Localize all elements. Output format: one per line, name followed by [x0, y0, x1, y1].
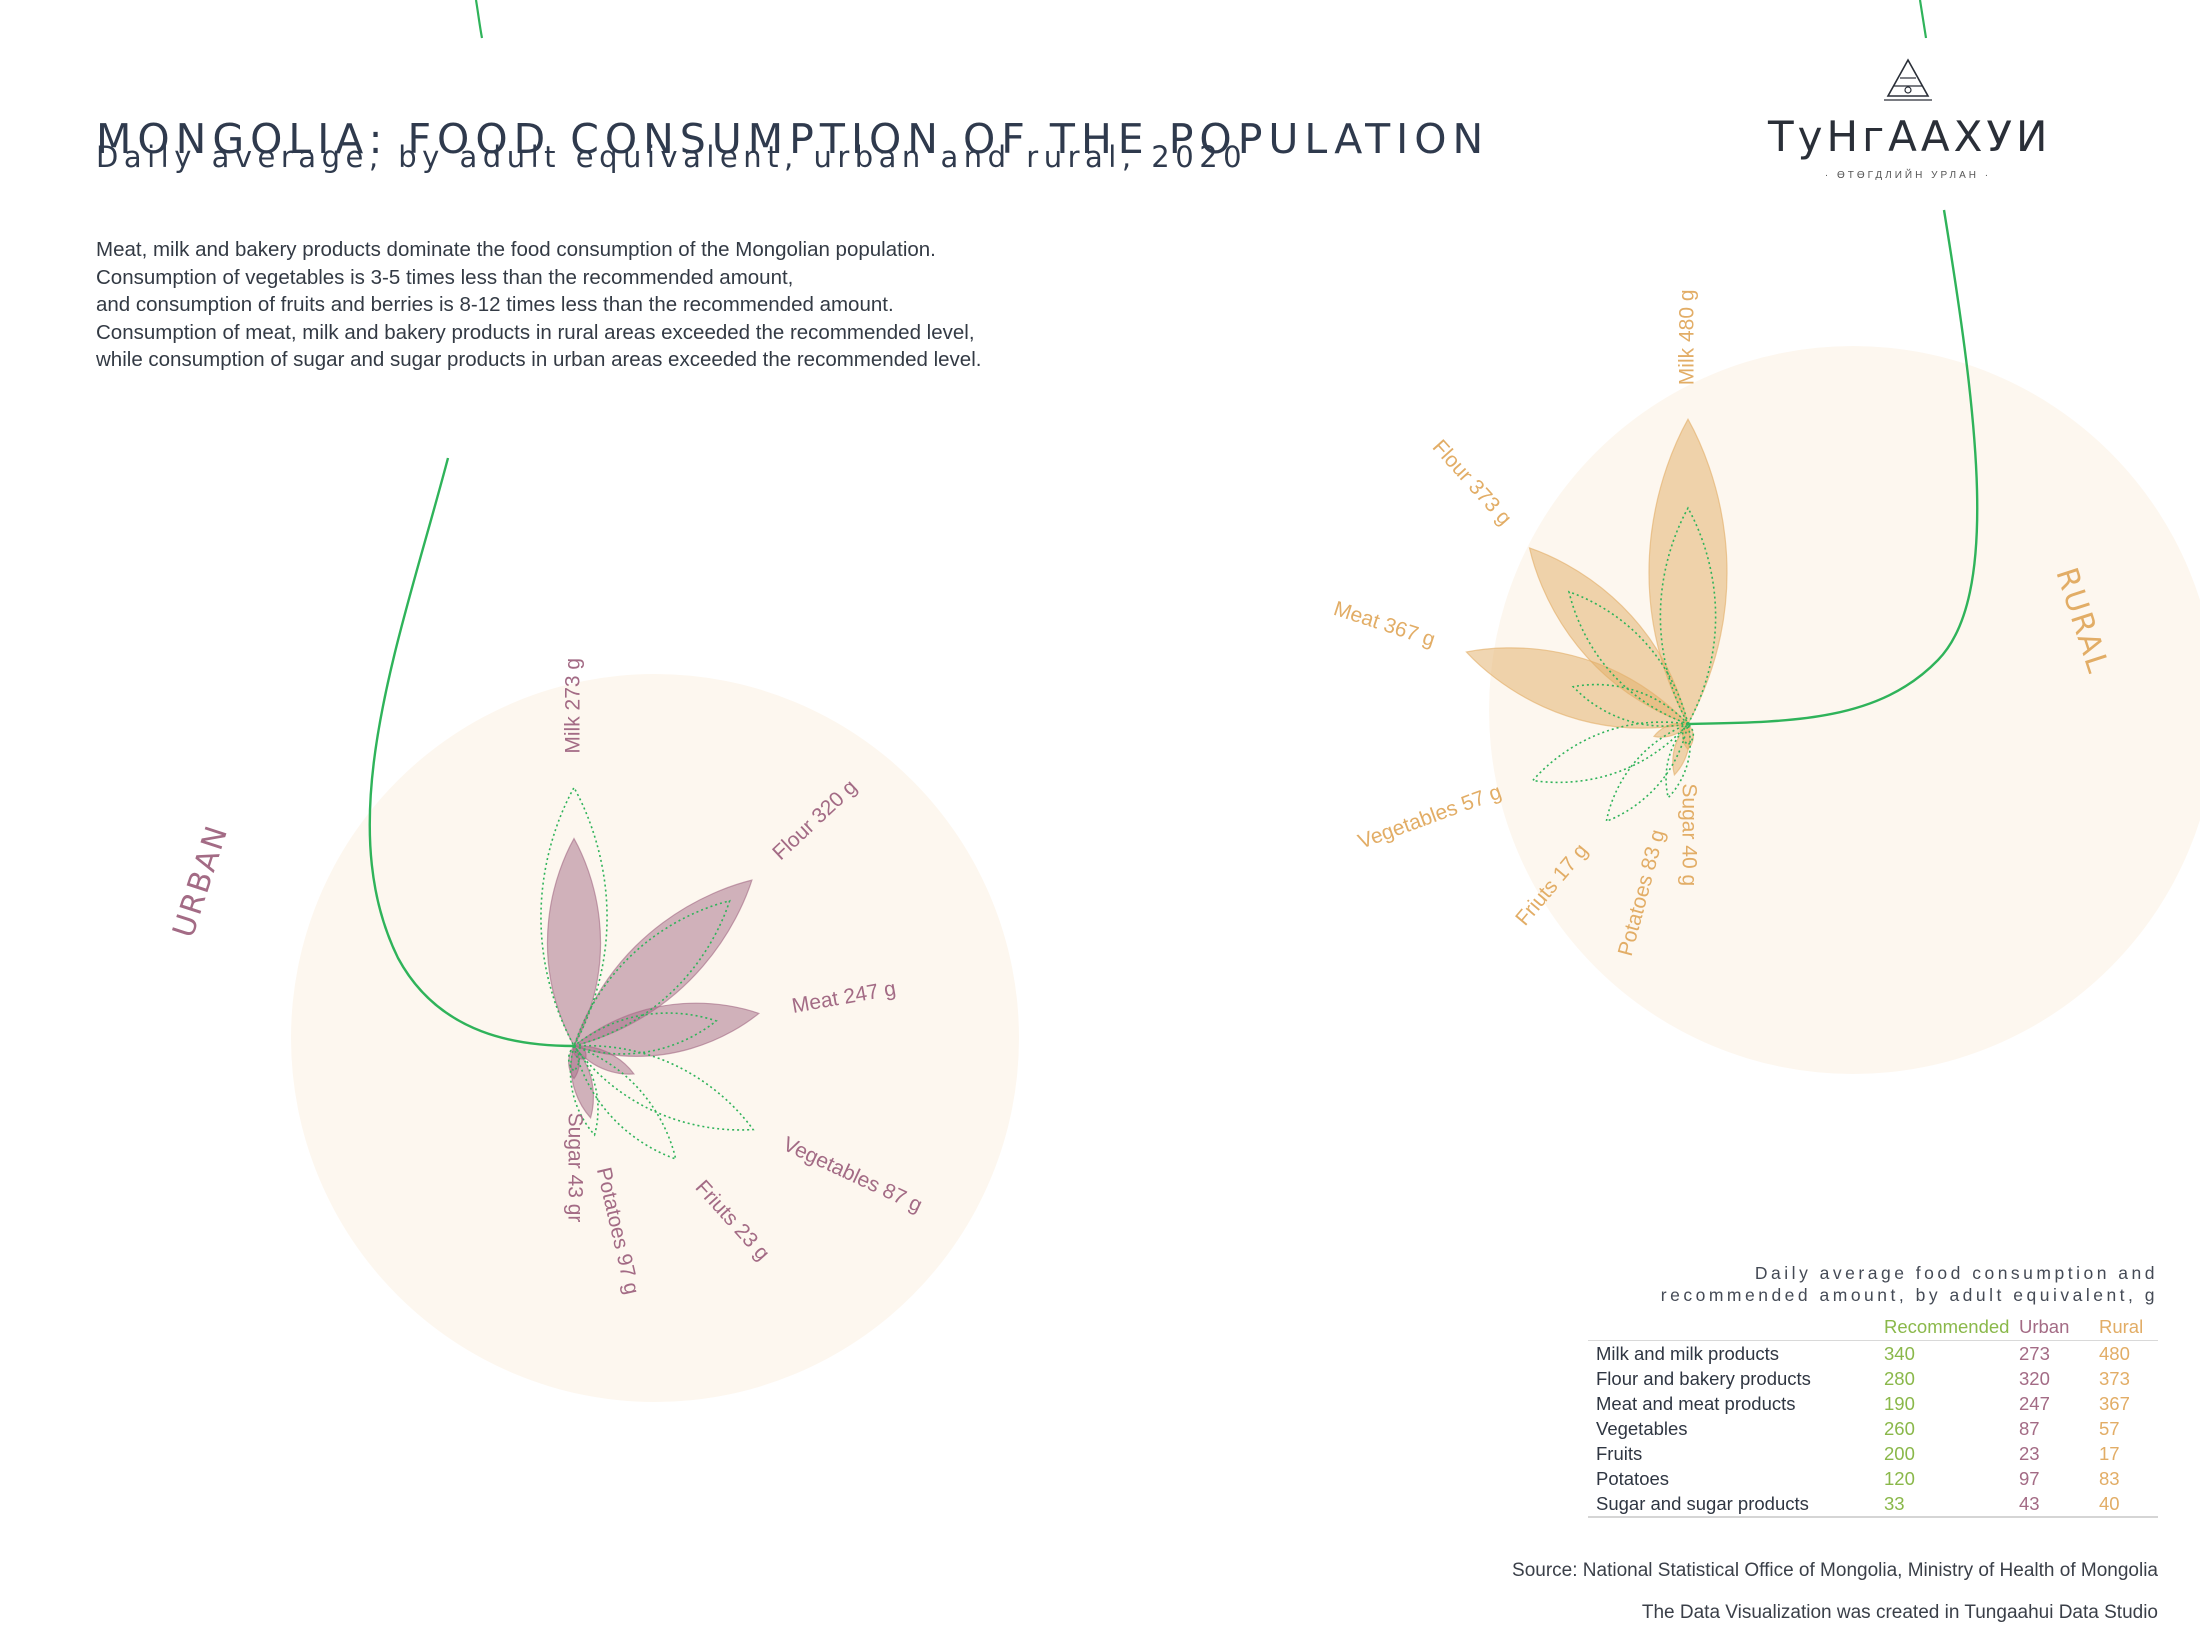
petals: [546, 837, 761, 1120]
table-row: Meat and meat products 190 247 367: [1588, 1391, 2158, 1416]
table-cell-recommended: 120: [1884, 1468, 1915, 1489]
petal-milk: [1648, 417, 1728, 726]
description-line: while consumption of sugar and sugar pro…: [96, 348, 982, 371]
stem-top-left: [474, 0, 484, 39]
recommended-outlines: [1531, 506, 1717, 823]
table-cell-urban: 23: [2019, 1443, 2040, 1464]
petal-sugar: [568, 1044, 580, 1080]
table-title-line: recommended amount, by adult equivalent,…: [1660, 1285, 2158, 1305]
recommended-petal-flour: [1567, 590, 1690, 726]
recommended-petal-vegetables: [1531, 721, 1690, 784]
table-header-row: Recommended Urban Rural: [1588, 1316, 2158, 1341]
table-header-urban: Urban: [2019, 1316, 2070, 1337]
description: Meat, milk and bakery products dominate …: [96, 236, 981, 374]
table-cell-urban: 43: [2019, 1493, 2040, 1514]
logo: ТуНгААХУИ · ӨТӨГДЛИЙН УРЛАН ·: [1768, 56, 2048, 186]
table-cell-recommended: 260: [1884, 1418, 1915, 1439]
table-header-recommended: Recommended: [1884, 1316, 2010, 1337]
petal-label-milk: Milk 273 g: [562, 658, 585, 754]
rural-chart: Milk 480 g Flour 373 g Meat 367 g Vegetable…: [1331, 289, 2200, 1074]
table-cell-urban: 273: [2019, 1343, 2050, 1364]
table-cell-rural: 40: [2099, 1493, 2120, 1514]
table-cell-recommended: 340: [1884, 1343, 1915, 1364]
table-row: Milk and milk products 340 273 480: [1588, 1341, 2158, 1367]
recommended-petal-sugar: [567, 1044, 581, 1073]
table-cell-rural: 373: [2099, 1368, 2130, 1389]
recommended-petal-potatoes: [569, 1044, 599, 1137]
table-cell-recommended: 280: [1884, 1368, 1915, 1389]
logo-tagline: · ӨТӨГДЛИЙН УРЛАН ·: [1824, 170, 1992, 181]
table-cell-urban: 247: [2019, 1393, 2050, 1414]
table-cell-label: Vegetables: [1596, 1418, 1688, 1439]
table-row: Sugar and sugar products 33 43 40: [1588, 1491, 2158, 1517]
table-cell-urban: 97: [2019, 1468, 2040, 1489]
table-cell-rural: 57: [2099, 1418, 2120, 1439]
table-row: Vegetables 260 87 57: [1588, 1416, 2158, 1441]
stem-top-right: [1918, 0, 1928, 39]
petal-label-vegetables: Vegetables 57 g: [1355, 780, 1504, 853]
page-subtitle: Daily average, by adult equivalent, urba…: [96, 140, 1248, 174]
table-row: Fruits 200 23 17: [1588, 1441, 2158, 1466]
recommended-petal-potatoes: [1665, 722, 1692, 800]
petal-milk: [546, 837, 602, 1048]
table-cell-urban: 320: [2019, 1368, 2050, 1389]
recommended-outlines: [540, 785, 755, 1161]
source-note: Source: National Statistical Office of M…: [1512, 1560, 2158, 1581]
petal-label-sugar: Sugar 43 gr: [563, 1113, 586, 1223]
table-header-rural: Rural: [2099, 1316, 2144, 1337]
recommended-petal-meat: [1571, 683, 1690, 727]
petal-label-sugar: Sugar 40 g: [1677, 783, 1700, 886]
petal-label-flour: Flour 373 g: [1428, 435, 1516, 529]
description-line: Consumption of vegetables is 3-5 times l…: [96, 265, 794, 289]
table-cell-label: Sugar and sugar products: [1596, 1493, 1809, 1514]
petal-label-meat: Meat 367 g: [1331, 597, 1438, 651]
data-table: Recommended Urban Rural Milk and milk pr…: [1588, 1316, 2158, 1518]
table-title-line: Daily average food consumption and: [1754, 1263, 2158, 1283]
recommended-petal-flour: [572, 899, 731, 1048]
petal-meat: [572, 1002, 761, 1057]
table-row: Potatoes 120 97 83: [1588, 1466, 2158, 1491]
table-cell-recommended: 200: [1884, 1443, 1915, 1464]
petal-label-milk: Milk 480 g: [1676, 289, 1699, 385]
recommended-petal-milk: [1659, 506, 1717, 726]
logo-emblem-icon: [1884, 58, 1932, 101]
table-cell-label: Flour and bakery products: [1596, 1368, 1811, 1389]
stems: [368, 0, 1979, 1048]
logo-wordmark: ТуНгААХУИ: [1768, 112, 2052, 161]
table-title: Daily average food consumption and recom…: [1661, 1262, 2158, 1306]
page-title: MONGOLIA: FOOD CONSUMPTION OF THE POPULA…: [96, 115, 1490, 164]
table-cell-label: Potatoes: [1596, 1468, 1670, 1489]
table-row: Flour and bakery products 280 320 373: [1588, 1366, 2158, 1391]
stem-urban: [368, 457, 575, 1048]
table-cell-label: Meat and meat products: [1596, 1393, 1796, 1414]
table-cell-urban: 87: [2019, 1418, 2040, 1439]
description-line: Consumption of meat, milk and bakery pro…: [96, 320, 975, 344]
table-cell-label: Fruits: [1596, 1443, 1643, 1464]
recommended-petal-meat: [572, 1012, 718, 1055]
table-cell-rural: 480: [2099, 1343, 2130, 1364]
table-cell-recommended: 190: [1884, 1393, 1915, 1414]
chart-name-label: URBAN: [166, 820, 235, 941]
recommended-petal-vegetables: [572, 1044, 755, 1131]
table-cell-rural: 17: [2099, 1443, 2120, 1464]
description-line: and consumption of fruits and berries is…: [96, 293, 894, 316]
description-line: Meat, milk and bakery products dominate …: [96, 238, 936, 261]
table-cell-label: Milk and milk products: [1596, 1343, 1780, 1364]
table-header-empty: [1588, 1316, 1884, 1341]
table-cell-rural: 367: [2099, 1393, 2130, 1414]
credit-note: The Data Visualization was created in Tu…: [1641, 1602, 2158, 1623]
table-cell-recommended: 33: [1884, 1493, 1905, 1514]
petal-flour: [573, 879, 753, 1047]
table-cell-rural: 83: [2099, 1468, 2120, 1489]
stem-rural: [1687, 209, 1979, 726]
